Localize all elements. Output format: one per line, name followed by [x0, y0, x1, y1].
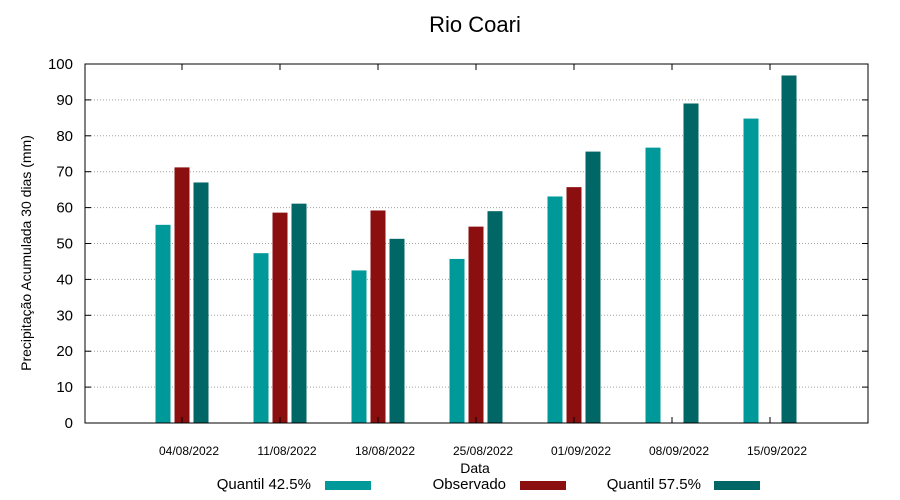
- legend-label-1: Observado: [433, 476, 506, 493]
- x-tick-label-1: 11/08/2022: [257, 444, 316, 458]
- x-tick-label-2: 18/08/2022: [355, 444, 415, 458]
- x-axis-label: Data: [460, 460, 490, 476]
- y-tick-label-1: 10: [56, 379, 73, 396]
- bar-s2-c2: [389, 238, 405, 423]
- bar-s0-c3: [449, 258, 465, 423]
- x-tick-label-4: 01/09/2022: [551, 444, 611, 458]
- bars: [155, 75, 797, 424]
- chart-title: Rio Coari: [429, 12, 521, 37]
- bar-s1-c4: [566, 187, 582, 423]
- bar-s2-c3: [487, 211, 503, 423]
- legend-swatch-0: [325, 481, 371, 490]
- legend-swatch-2: [714, 481, 760, 490]
- legend-label-2: Quantil 57.5%: [607, 476, 701, 493]
- y-tick-label-7: 70: [56, 164, 73, 181]
- y-tick-label-3: 30: [56, 307, 73, 324]
- bar-s0-c5: [645, 147, 661, 423]
- bar-s1-c1: [272, 212, 288, 423]
- y-tick-label-9: 90: [56, 92, 73, 109]
- bar-s2-c4: [585, 151, 601, 423]
- x-tick-label-5: 08/09/2022: [649, 444, 709, 458]
- bar-s0-c1: [253, 253, 269, 423]
- bar-s2-c6: [781, 75, 797, 423]
- bar-s1-c3: [468, 226, 484, 423]
- bar-s1-c2: [370, 210, 386, 423]
- y-tick-label-10: 100: [48, 56, 73, 73]
- y-axis-label: Precipitação Acumulada 30 dias (mm): [18, 135, 34, 371]
- legend-swatch-1: [520, 481, 566, 490]
- y-tick-label-0: 0: [65, 415, 73, 432]
- bar-s2-c0: [193, 182, 209, 423]
- legend-label-0: Quantil 42.5%: [217, 476, 311, 493]
- x-tick-label-6: 15/09/2022: [747, 444, 807, 458]
- y-tick-label-8: 80: [56, 128, 73, 145]
- y-tick-label-5: 50: [56, 236, 73, 253]
- bar-s0-c4: [547, 196, 563, 423]
- x-tick-label-3: 25/08/2022: [453, 444, 513, 458]
- x-tick-label-0: 04/08/2022: [159, 444, 219, 458]
- bar-s1-c0: [174, 167, 190, 423]
- legend: Quantil 42.5% Observado Quantil 57.5%: [217, 476, 760, 493]
- bar-s2-c5: [683, 103, 699, 424]
- x-axis-ticks: 04/08/2022 11/08/2022 18/08/2022 25/08/2022…: [159, 64, 807, 458]
- y-axis-ticks: 0 10 20 30 40 50 60 70 80 90 100: [48, 56, 868, 432]
- bar-s0-c6: [743, 118, 759, 424]
- y-tick-label-2: 20: [56, 343, 73, 360]
- y-tick-label-4: 40: [56, 271, 73, 288]
- y-tick-label-6: 60: [56, 200, 73, 217]
- bar-s0-c2: [351, 270, 367, 423]
- bar-s0-c0: [155, 224, 171, 423]
- bar-s2-c1: [291, 203, 307, 423]
